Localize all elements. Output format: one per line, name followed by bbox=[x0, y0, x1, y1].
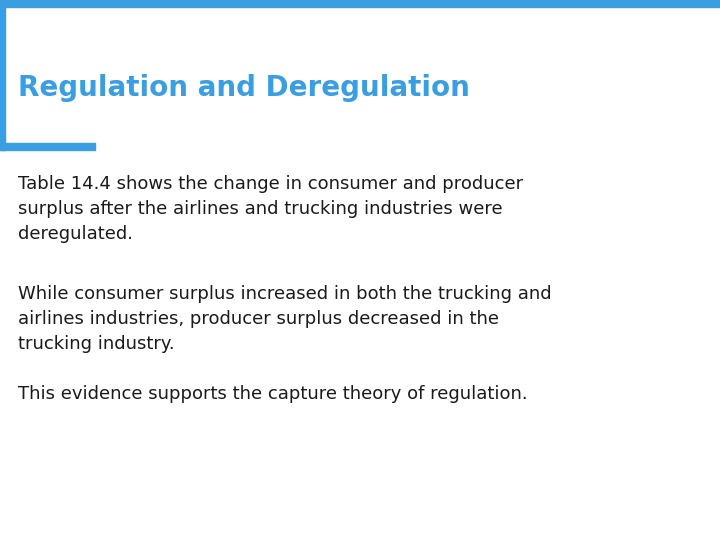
Bar bbox=[0, 7, 5, 150]
Text: Table 14.4 shows the change in consumer and producer
surplus after the airlines : Table 14.4 shows the change in consumer … bbox=[18, 175, 523, 243]
Text: This evidence supports the capture theory of regulation.: This evidence supports the capture theor… bbox=[18, 385, 528, 403]
Text: Regulation and Deregulation: Regulation and Deregulation bbox=[18, 74, 470, 102]
Bar bbox=[0, 143, 95, 150]
Text: While consumer surplus increased in both the trucking and
airlines industries, p: While consumer surplus increased in both… bbox=[18, 285, 552, 353]
Bar bbox=[0, 0, 720, 7]
